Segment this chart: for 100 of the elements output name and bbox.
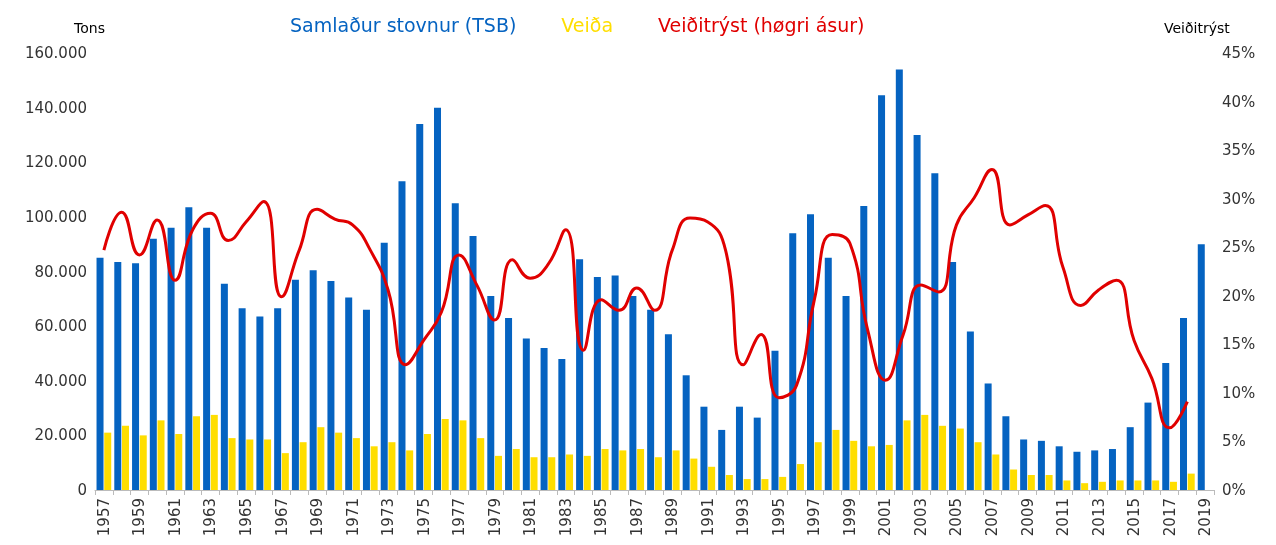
- x-tick-label: 1967: [272, 498, 291, 537]
- bar: [1063, 480, 1071, 490]
- bar: [114, 261, 122, 490]
- x-tick-label: 1969: [308, 498, 327, 537]
- x-tick-label: 1985: [592, 498, 611, 537]
- x-tick-label: 1995: [769, 498, 788, 537]
- x-tick-label: 1961: [165, 498, 184, 537]
- bar: [832, 429, 840, 490]
- y-tick-label: 100.000: [24, 207, 87, 226]
- x-tick-label: 1959: [130, 498, 149, 537]
- bar: [992, 454, 1000, 490]
- x-tick-label: 1971: [343, 498, 362, 537]
- bar: [637, 449, 645, 490]
- bar: [682, 375, 690, 490]
- bar: [228, 438, 236, 490]
- bar: [1091, 450, 1099, 490]
- text: Samlaður stovnur (TSB): [290, 13, 517, 36]
- y-tick-label: 80.000: [34, 262, 87, 281]
- x-tick-label: 2011: [1054, 498, 1073, 537]
- bar: [956, 428, 964, 490]
- bar: [317, 427, 325, 490]
- bar: [1037, 440, 1045, 490]
- y-tick-label: 160.000: [24, 44, 87, 62]
- bar: [1020, 439, 1028, 490]
- bar: [966, 331, 974, 490]
- y-axis-title: Tons: [73, 20, 105, 36]
- bar: [1180, 317, 1188, 490]
- bar: [512, 449, 520, 490]
- bar: [1002, 416, 1010, 490]
- x-tick-label: 2001: [876, 498, 895, 537]
- x-tick-label: 1989: [663, 498, 682, 537]
- bar: [1010, 469, 1018, 490]
- bar: [654, 457, 662, 490]
- x-tick-label: 1993: [734, 498, 753, 537]
- x-tick-label: 1965: [236, 498, 255, 537]
- bar: [451, 203, 459, 490]
- x-tick-label: 2005: [947, 498, 966, 537]
- bar: [309, 270, 317, 490]
- bar: [299, 442, 307, 490]
- x-tick-label: 1987: [627, 498, 646, 537]
- bar: [1144, 402, 1152, 490]
- bar: [1187, 473, 1195, 490]
- bar: [611, 275, 619, 490]
- bar: [335, 432, 343, 490]
- x-tick-label: 2009: [1018, 498, 1037, 537]
- bar: [601, 449, 609, 490]
- bar: [96, 257, 104, 490]
- bar: [1126, 427, 1134, 490]
- bar: [281, 453, 289, 490]
- bar: [530, 457, 538, 490]
- bar: [256, 316, 264, 490]
- x-tick-label: 1963: [201, 498, 220, 537]
- x-tick-label: 1975: [414, 498, 433, 537]
- bar: [984, 383, 992, 490]
- bar: [1169, 481, 1177, 490]
- bar: [903, 420, 911, 490]
- bar: [459, 420, 467, 490]
- bar: [593, 276, 601, 490]
- bar: [860, 205, 868, 490]
- bar: [210, 414, 218, 490]
- y2-tick-label: 15%: [1222, 335, 1256, 354]
- bar: [1027, 474, 1035, 490]
- x-tick-label: 1999: [840, 498, 859, 537]
- bar: [725, 474, 733, 490]
- y2-tick-label: 0%: [1222, 481, 1246, 499]
- bar: [743, 479, 751, 490]
- bar: [931, 173, 939, 490]
- bar: [291, 279, 299, 490]
- bar: [1162, 363, 1170, 490]
- x-tick-label: 1997: [805, 498, 824, 537]
- bar: [718, 429, 726, 490]
- x-tick-label: 1979: [485, 498, 504, 537]
- bar: [522, 338, 530, 490]
- bar: [735, 406, 743, 490]
- y2-tick-label: 40%: [1222, 92, 1256, 111]
- bar: [157, 420, 165, 490]
- bar: [548, 457, 556, 490]
- bar: [824, 257, 832, 490]
- bar: [761, 479, 769, 490]
- bar: [913, 134, 921, 490]
- bar: [796, 464, 804, 490]
- bar: [1055, 446, 1063, 490]
- bar: [185, 207, 193, 490]
- bar: [895, 69, 903, 490]
- bar: [885, 444, 893, 490]
- bar: [619, 450, 627, 490]
- y2-tick-label: 35%: [1222, 141, 1256, 160]
- y-tick-label: 120.000: [24, 153, 87, 172]
- bar: [566, 454, 574, 490]
- x-tick-label: 1977: [450, 498, 469, 537]
- line-series: [102, 168, 1189, 430]
- bar: [1116, 480, 1124, 490]
- bar: [540, 347, 548, 490]
- bar: [352, 438, 360, 490]
- y-tick-label: 40.000: [34, 371, 87, 390]
- bar: [647, 309, 655, 490]
- y2-tick-label: 20%: [1222, 286, 1256, 305]
- x-tick-label: 2003: [911, 498, 930, 537]
- x-tick-label: 2007: [982, 498, 1001, 537]
- bar: [441, 418, 449, 490]
